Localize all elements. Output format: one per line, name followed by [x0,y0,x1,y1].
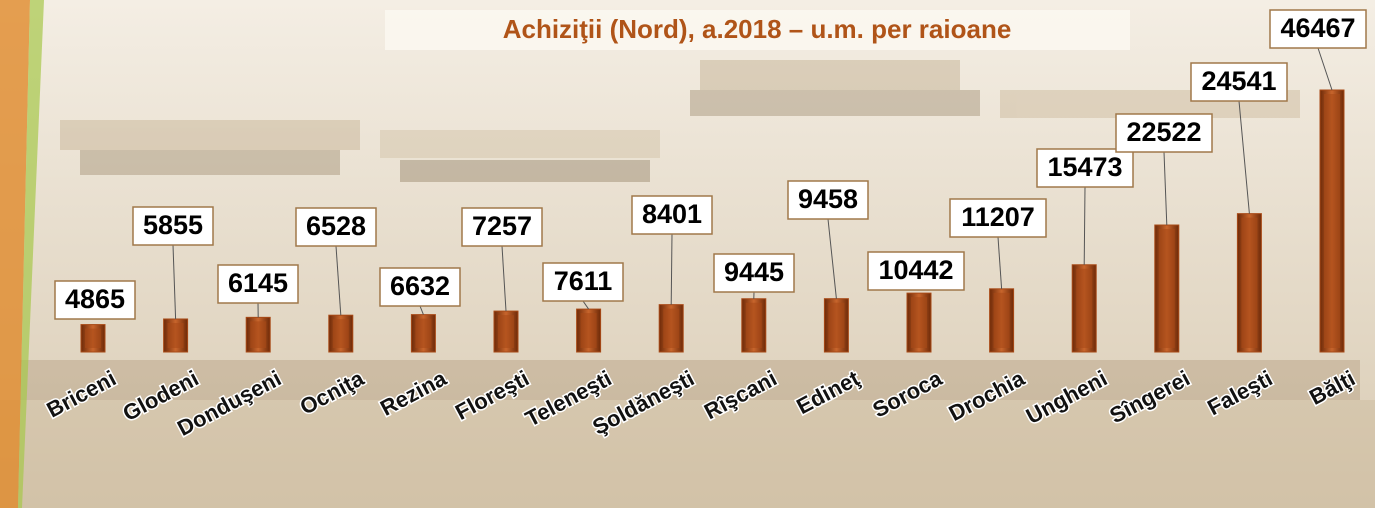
left-stripe [0,0,30,508]
bar-top [332,319,349,348]
bar-top [911,297,927,348]
value-label-box [713,253,795,293]
value-label-box [461,207,543,247]
value-label: 6632 [390,271,450,301]
value-label-box [132,206,214,246]
bar-top [1076,268,1093,348]
bar-top [85,328,101,348]
leader-line [172,244,177,320]
bar-top [993,292,1010,348]
bar-top [1324,94,1340,348]
leader-line [827,218,837,299]
value-label-box [631,195,713,235]
value-label-box [379,267,461,307]
bar-top [415,318,432,348]
value-label: 7611 [554,266,613,296]
title-box [385,10,1130,50]
value-label-box [1269,9,1367,49]
leader-line [1317,47,1333,91]
bar-top [580,313,597,348]
value-label-box [295,207,377,247]
leader-line [501,245,507,312]
leader-line [670,233,673,305]
value-label: 11207 [961,202,1035,232]
bar-top [663,308,680,348]
value-label-box [1190,62,1288,102]
leader-line [1083,186,1086,265]
value-label-box [54,280,136,320]
books-decoration [0,60,1375,508]
bar-top [828,302,845,348]
bar-top [498,315,514,348]
value-label-box [949,198,1047,238]
leader-line [419,305,424,315]
value-label-box [787,180,869,220]
value-label: 9445 [724,257,784,287]
value-label: 7257 [472,211,532,241]
bar-top [167,322,184,348]
value-label: 10442 [878,255,953,285]
bar-top [1241,217,1258,348]
value-label-box [1036,148,1134,188]
value-label: 6528 [306,211,366,241]
chart-title: Achiziţii (Nord), a.2018 – u.m. per raio… [503,14,1012,44]
leader-line [582,300,590,310]
value-label: 15473 [1047,152,1122,182]
value-label: 9458 [798,184,858,214]
value-label-box [217,264,299,304]
leader-line [335,245,342,316]
leader-line [1163,151,1168,226]
left-stripe-green [18,0,44,508]
value-label: 22522 [1126,117,1201,147]
value-label-box [1115,113,1213,153]
leader-line [1238,100,1250,214]
value-label-box [867,251,965,291]
value-label-box [542,262,624,302]
value-label: 4865 [65,284,125,314]
value-label: 46467 [1280,13,1355,43]
value-label: 24541 [1201,66,1276,96]
bar-top [250,321,267,348]
value-label: 8401 [642,199,702,229]
value-label: 6145 [228,268,288,298]
bar-top [745,302,762,348]
leader-line [997,236,1003,289]
value-label: 5855 [143,210,203,240]
bar-top [1158,229,1175,348]
